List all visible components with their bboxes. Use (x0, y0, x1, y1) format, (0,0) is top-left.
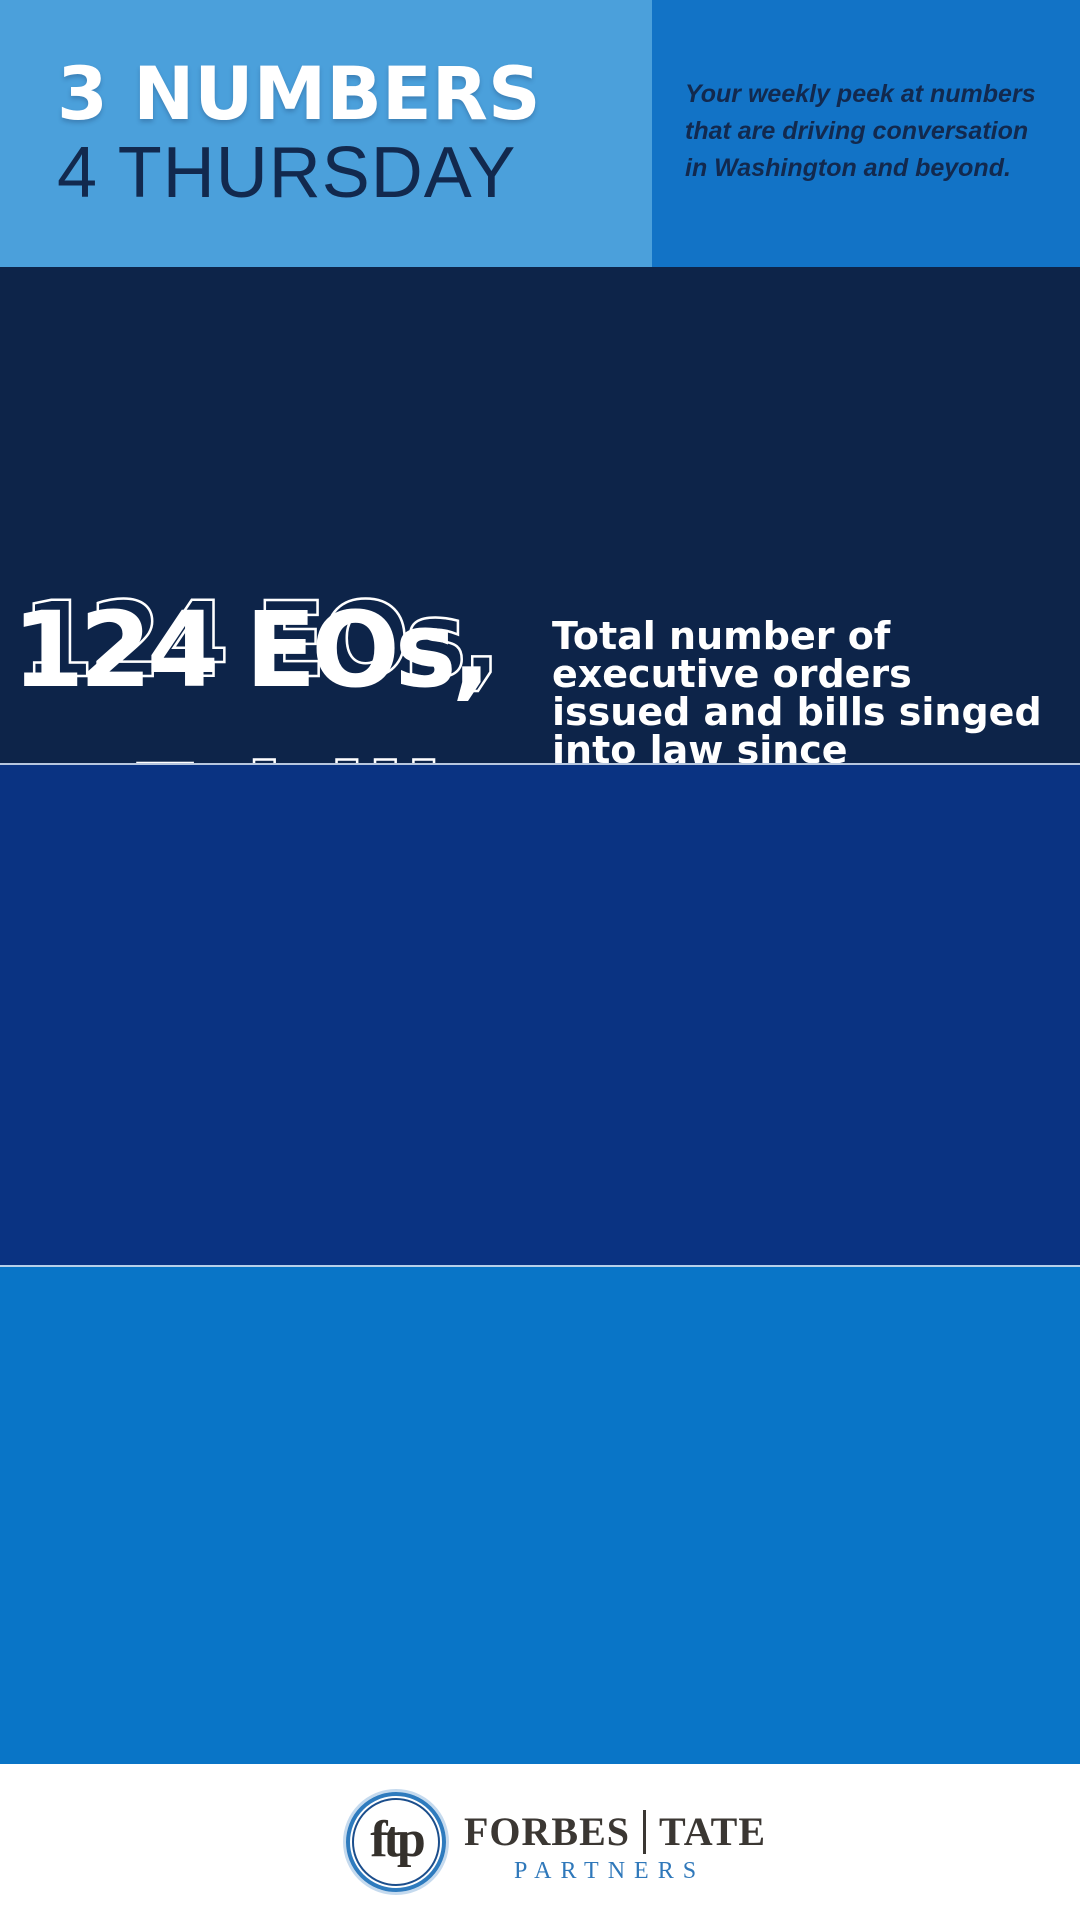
brand-divider (643, 1809, 647, 1854)
ftp-logo-icon: ftp (346, 1792, 446, 1892)
section-dc-budget: Washington D.C.’sbudget gap if theHouse … (0, 763, 1080, 1920)
section-masters-viewership: 19.5 MILLION Peak viewership forthe Mast… (0, 1265, 1080, 1764)
ftp-logo-monogram: ftp (370, 1811, 426, 1868)
brand-name: FORBES TATE (464, 1808, 766, 1855)
page-title-line2: 4 THURSDAY (57, 133, 517, 213)
header: 3 NUMBERS 4 THURSDAY Your weekly peek at… (0, 0, 1080, 267)
section-executive-orders: 124 EOs, 5 bills Total number ofexecutiv… (0, 267, 1080, 1022)
brand-name-forbes: FORBES (464, 1809, 631, 1854)
page-title-line1: 3 NUMBERS (57, 52, 541, 137)
footer: ftp FORBES TATE PARTNERS (0, 1764, 1080, 1920)
header-tagline-panel: Your weekly peek at numbers that are dri… (652, 0, 1080, 267)
header-title-panel: 3 NUMBERS 4 THURSDAY (0, 0, 652, 267)
stat-value-eos-text: 124 EOs, (12, 588, 496, 702)
stat-value-eos: 124 EOs, (12, 588, 496, 711)
brand-name-tate: TATE (659, 1809, 767, 1854)
brand-subtitle: PARTNERS (514, 1858, 706, 1884)
header-tagline: Your weekly peek at numbers that are dri… (685, 80, 1036, 182)
